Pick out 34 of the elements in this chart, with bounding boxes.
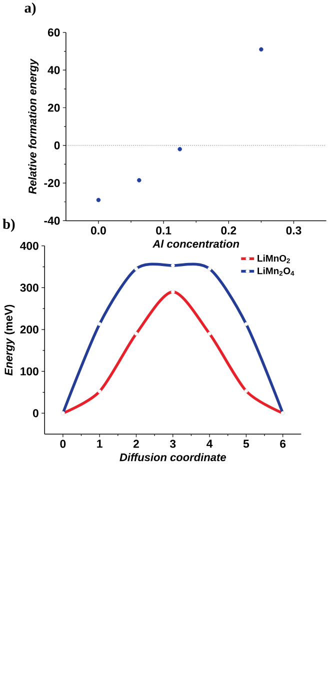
legend-label: LiMnO$_{2}$	[257, 254, 290, 264]
y-tick-label: 0	[32, 409, 38, 418]
x-tick-label: 2	[133, 440, 139, 448]
y-tick-label: 400	[20, 242, 38, 250]
y-tick-label: 40	[48, 66, 60, 74]
x-axis-title: Al concentration	[152, 240, 239, 248]
point	[96, 198, 100, 202]
point	[136, 178, 142, 182]
y-tick-label: -40	[44, 216, 60, 225]
point	[178, 147, 182, 152]
y-tick-label: -20	[44, 179, 60, 188]
y-tick-label: 0	[54, 141, 60, 150]
chart-title: a)	[24, 2, 36, 16]
y-tick-label: 200	[20, 325, 38, 334]
legend-label: LiMn$_{2}$O$_{4}$	[257, 267, 294, 276]
x-tick-label: 1	[96, 440, 102, 448]
y-tick-label: 60	[48, 28, 60, 36]
x-tick-label: 0.1	[156, 226, 171, 234]
x-axis-title: Diffusion coordinate	[119, 453, 226, 462]
y-tick-label: 20	[48, 104, 60, 112]
chart-title: b)	[2, 218, 15, 232]
x-tick-label: 4	[206, 440, 212, 448]
y-axis-title: Energy (meV)	[4, 304, 14, 376]
y-tick-label: 300	[20, 284, 38, 292]
x-tick-label: 0	[60, 440, 66, 448]
x-tick-label: 0.0	[90, 226, 106, 234]
point	[258, 47, 264, 52]
x-tick-label: 6	[280, 440, 286, 448]
y-axis-title: Relative formation energy	[28, 58, 38, 194]
x-tick-label: 5	[243, 440, 249, 448]
x-tick-label: 0.3	[286, 226, 302, 234]
x-tick-label: 0.2	[221, 226, 236, 234]
x-tick-label: 3	[170, 440, 176, 448]
y-tick-label: 100	[20, 367, 38, 376]
